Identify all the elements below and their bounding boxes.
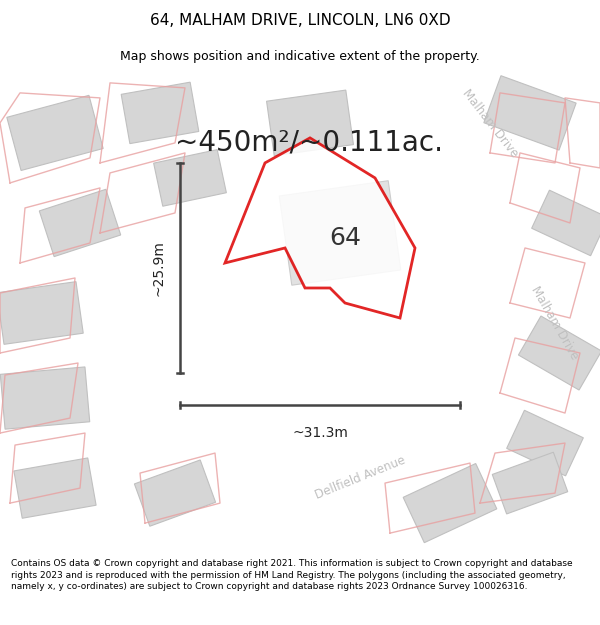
Polygon shape bbox=[154, 149, 226, 206]
Text: Dellfield Avenue: Dellfield Avenue bbox=[313, 454, 407, 502]
Polygon shape bbox=[430, 72, 600, 273]
Polygon shape bbox=[484, 76, 576, 150]
Polygon shape bbox=[39, 189, 121, 257]
Polygon shape bbox=[532, 190, 600, 256]
Text: Contains OS data © Crown copyright and database right 2021. This information is : Contains OS data © Crown copyright and d… bbox=[11, 559, 572, 591]
Text: ~31.3m: ~31.3m bbox=[292, 426, 348, 440]
Polygon shape bbox=[0, 282, 83, 344]
Text: Malham Drive: Malham Drive bbox=[460, 86, 521, 159]
Polygon shape bbox=[0, 293, 80, 373]
Polygon shape bbox=[120, 443, 520, 553]
Polygon shape bbox=[492, 452, 568, 514]
Polygon shape bbox=[7, 96, 103, 171]
Polygon shape bbox=[266, 90, 353, 156]
Text: Map shows position and indicative extent of the property.: Map shows position and indicative extent… bbox=[120, 49, 480, 62]
Polygon shape bbox=[121, 82, 199, 144]
Text: Malham Drive: Malham Drive bbox=[529, 284, 581, 362]
Polygon shape bbox=[460, 203, 600, 473]
Polygon shape bbox=[279, 181, 401, 285]
Text: 64: 64 bbox=[329, 226, 361, 250]
Polygon shape bbox=[14, 458, 96, 518]
Polygon shape bbox=[403, 464, 497, 542]
Text: ~25.9m: ~25.9m bbox=[151, 240, 165, 296]
Polygon shape bbox=[225, 138, 415, 318]
Text: 64, MALHAM DRIVE, LINCOLN, LN6 0XD: 64, MALHAM DRIVE, LINCOLN, LN6 0XD bbox=[149, 12, 451, 28]
Polygon shape bbox=[0, 367, 90, 429]
Polygon shape bbox=[518, 316, 600, 390]
Text: ~450m²/~0.111ac.: ~450m²/~0.111ac. bbox=[175, 129, 443, 157]
Polygon shape bbox=[134, 460, 215, 526]
Polygon shape bbox=[506, 410, 583, 476]
